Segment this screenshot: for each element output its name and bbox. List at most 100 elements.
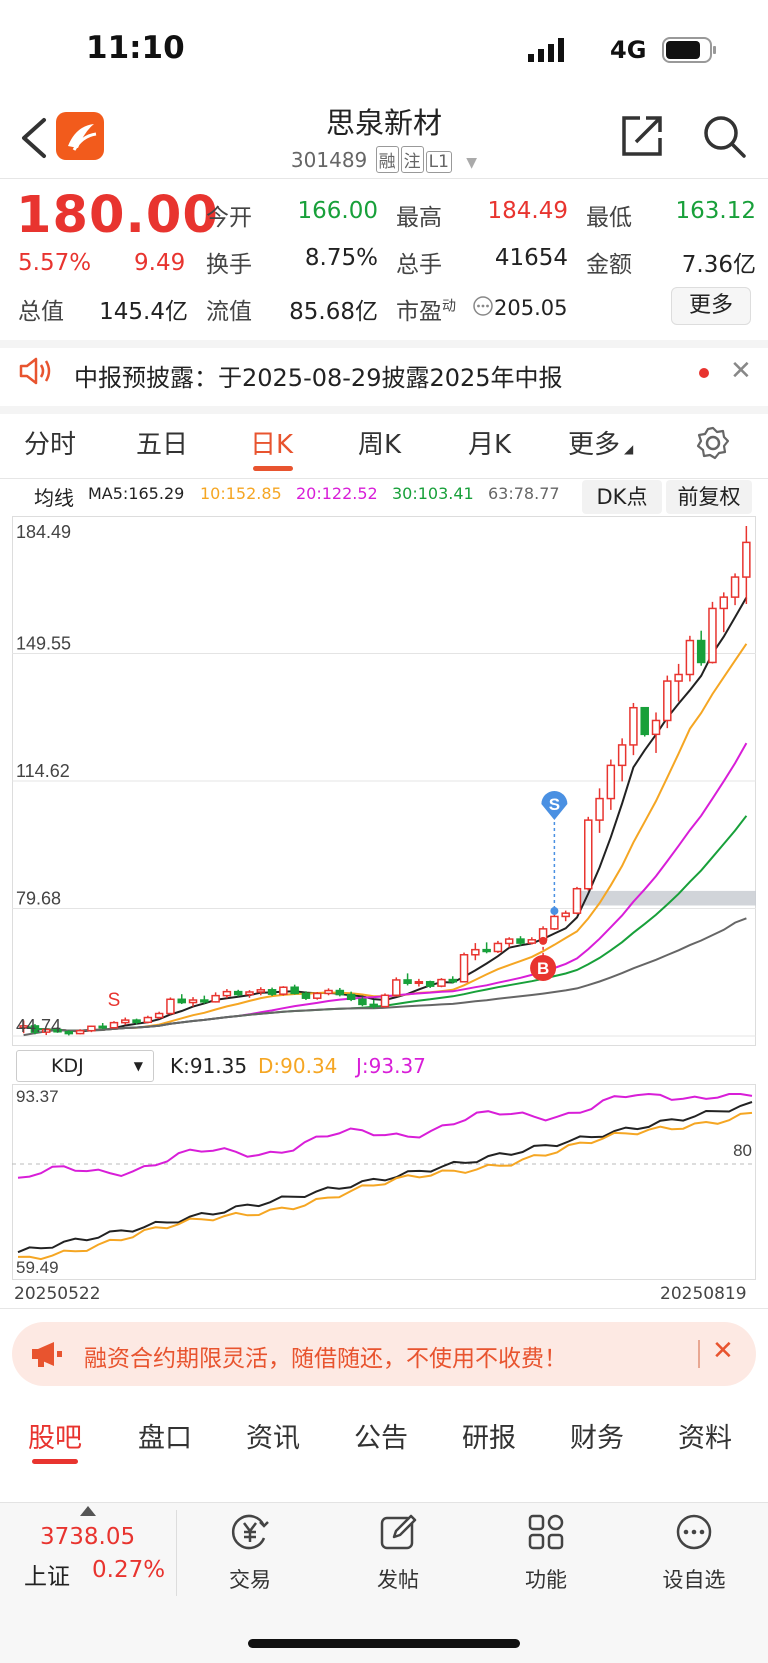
open-value: 166.00 <box>297 198 378 224</box>
tag-margin: 融 <box>375 146 399 173</box>
candle-body <box>425 981 435 987</box>
nav-functions[interactable]: 功能 <box>476 1508 616 1598</box>
bottom-nav <box>0 1502 768 1663</box>
candle-body <box>572 887 582 914</box>
candle-body <box>267 989 277 995</box>
dk-point-button[interactable]: DK点 <box>582 480 662 514</box>
candle-body <box>335 989 345 996</box>
tab-intraday[interactable]: 分时 <box>24 430 77 460</box>
search-icon[interactable] <box>700 112 748 160</box>
candle-body <box>53 1028 62 1033</box>
notice-text[interactable]: 中报预披露：于2025-08-29披露2025年中报 <box>74 364 563 392</box>
kdj-d-value: D:90.34 <box>258 1054 338 1078</box>
change-amount: 9.49 <box>134 250 186 276</box>
candle-body <box>279 986 288 995</box>
candle-body <box>30 1025 40 1033</box>
tab-monthly-k[interactable]: 月K <box>468 430 512 460</box>
ma20-line <box>23 742 748 1032</box>
promo-text[interactable]: 融资合约期限灵活，随借随还，不使用不收费！ <box>84 1346 567 1372</box>
tab-order-book[interactable]: 盘口 <box>138 1423 192 1454</box>
tab-profile[interactable]: 资料 <box>678 1423 732 1454</box>
nav-trade[interactable]: 交易 <box>180 1508 320 1598</box>
candle-body <box>346 993 356 1001</box>
candle-body <box>482 948 491 953</box>
ma63-value: 63:78.77 <box>488 484 560 503</box>
candle-body <box>200 999 209 1003</box>
home-indicator <box>248 1639 520 1648</box>
y-tick-label: 79.68 <box>16 888 61 908</box>
kdj-chart[interactable]: 93.37 80 59.49 <box>12 1084 756 1280</box>
close-icon[interactable]: ✕ <box>712 1336 734 1366</box>
candle-body <box>132 1019 141 1024</box>
low-label: 最低 <box>586 205 632 231</box>
nav-watchlist[interactable]: 设自选 <box>624 1508 764 1598</box>
index-change[interactable]: 0.27% <box>92 1557 166 1583</box>
candle-body <box>742 541 751 578</box>
tab-research[interactable]: 研报 <box>462 1423 516 1454</box>
amount-label: 金额 <box>586 252 632 278</box>
candle-body <box>98 1025 107 1029</box>
tab-more[interactable]: 更多 ◢ <box>568 430 634 460</box>
candle-body <box>188 999 198 1004</box>
y-tick-label: 44.74 <box>16 1016 61 1036</box>
close-icon[interactable]: ✕ <box>730 356 752 386</box>
tab-weekly-k[interactable]: 周K <box>358 430 402 460</box>
candle-body <box>369 1003 378 1008</box>
candle-body <box>663 680 672 722</box>
start-date: 20250522 <box>14 1284 101 1304</box>
tab-daily-k[interactable]: 日K <box>250 430 294 460</box>
tag-level: L1 <box>425 151 452 173</box>
candle-body <box>233 990 243 996</box>
nav-post[interactable]: 发帖 <box>328 1508 468 1598</box>
index-value[interactable]: 3738.05 <box>40 1524 136 1550</box>
indicator-select[interactable]: KDJ ▼ <box>16 1050 154 1082</box>
tab-finance[interactable]: 财务 <box>570 1423 624 1454</box>
stock-code: 301489 <box>290 148 368 172</box>
status-time: 11:10 <box>86 30 185 66</box>
candle-body <box>471 948 480 956</box>
candle-body <box>222 990 232 997</box>
candle-body <box>75 1029 85 1035</box>
buy-marker-pin <box>530 955 557 981</box>
tab-announcements[interactable]: 公告 <box>354 1423 408 1454</box>
tab-news[interactable]: 资讯 <box>246 1423 300 1454</box>
volume-value: 41654 <box>494 245 568 271</box>
tab-five-day[interactable]: 五日 <box>136 430 189 460</box>
tab-forum[interactable]: 股吧 <box>28 1423 82 1454</box>
candlestick-chart[interactable]: 184.49 149.55 114.62 79.68 44.74 S B S <box>12 516 756 1046</box>
price-zone <box>574 890 756 906</box>
stock-code-row[interactable]: 301489 融注 L1 ▼ <box>0 146 768 173</box>
y-tick-label: 149.55 <box>16 634 71 654</box>
unread-dot <box>699 368 709 378</box>
kdj-tick-top: 93.37 <box>16 1087 59 1106</box>
caret-up-icon[interactable] <box>80 1506 96 1516</box>
y-tick-label: 184.49 <box>16 522 71 542</box>
change-percent: 5.57% <box>18 250 92 276</box>
ma-title[interactable]: 均线 <box>34 486 74 510</box>
battery-icon <box>662 37 716 63</box>
candle-body <box>696 639 706 664</box>
kdj-tick-80: 80 <box>733 1141 752 1160</box>
adjust-button[interactable]: 前复权 <box>666 480 752 514</box>
promo-banner[interactable] <box>12 1322 756 1386</box>
candle-body <box>685 639 695 676</box>
candle-body <box>143 1016 153 1024</box>
caret-icon: ◢ <box>624 442 634 456</box>
candle-body <box>154 1012 164 1019</box>
candle-body <box>41 1028 51 1033</box>
candle-body <box>437 978 446 987</box>
float-cap-label: 流值 <box>206 299 252 325</box>
candle-body <box>166 998 175 1015</box>
total-cap-label: 总值 <box>18 299 64 325</box>
pe-superscript: 动 <box>442 298 456 315</box>
speaker-icon <box>19 357 51 385</box>
share-icon[interactable] <box>618 112 666 160</box>
kdj-k-value: K:91.35 <box>170 1054 248 1078</box>
more-button[interactable]: 更多 <box>671 287 751 325</box>
candle-body <box>640 706 649 736</box>
back-icon[interactable] <box>16 112 56 164</box>
index-name[interactable]: 上证 <box>24 1564 70 1590</box>
candle-body <box>256 989 266 993</box>
gear-icon[interactable] <box>696 426 730 460</box>
candle-body <box>87 1025 96 1032</box>
